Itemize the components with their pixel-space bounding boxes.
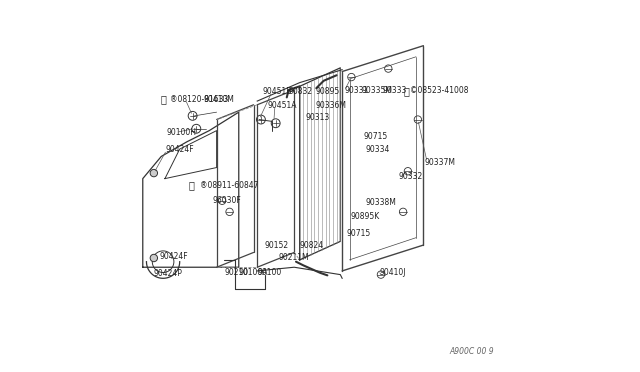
Text: 90100H: 90100H [167, 128, 196, 137]
Text: 90338M: 90338M [366, 198, 397, 207]
Text: 90451A: 90451A [268, 101, 297, 110]
Text: 90152: 90152 [264, 241, 289, 250]
Text: ®08120-81633: ®08120-81633 [170, 95, 229, 104]
Text: 90424P: 90424P [153, 269, 182, 278]
Text: 90210: 90210 [224, 268, 248, 277]
Text: Ⓑ: Ⓑ [160, 94, 166, 104]
Text: 90715: 90715 [364, 132, 388, 141]
Text: 90334: 90334 [365, 145, 389, 154]
Text: 90337M: 90337M [424, 157, 455, 167]
Circle shape [150, 169, 157, 177]
Text: 90333: 90333 [382, 86, 406, 95]
Text: 90715: 90715 [347, 229, 371, 238]
Text: 90410M: 90410M [204, 95, 235, 104]
Text: 90100: 90100 [257, 268, 282, 277]
Text: 90313: 90313 [305, 113, 330, 122]
Circle shape [150, 254, 157, 262]
Text: 90424F: 90424F [159, 252, 188, 262]
Text: 90451B: 90451B [263, 87, 292, 96]
Text: 90424F: 90424F [166, 145, 195, 154]
Text: 90832: 90832 [289, 87, 313, 96]
Text: Ⓢ: Ⓢ [403, 86, 409, 96]
Text: 90332: 90332 [398, 172, 422, 181]
Text: ®08911-60847: ®08911-60847 [200, 182, 259, 190]
Text: 90336M: 90336M [316, 101, 347, 110]
Text: A900C 00 9: A900C 00 9 [449, 347, 493, 356]
Text: 96030F: 96030F [213, 196, 242, 205]
Text: 90335M: 90335M [362, 86, 392, 95]
Text: 90211M: 90211M [278, 253, 309, 263]
Text: 90895K: 90895K [350, 212, 380, 221]
Text: 90331: 90331 [344, 86, 369, 95]
Text: ©08523-41008: ©08523-41008 [410, 86, 469, 95]
Text: Ⓝ: Ⓝ [189, 180, 195, 190]
Text: 90824: 90824 [300, 241, 324, 250]
Text: 90100A: 90100A [238, 268, 268, 277]
Text: 90895: 90895 [316, 87, 340, 96]
Text: 90410J: 90410J [379, 268, 406, 277]
